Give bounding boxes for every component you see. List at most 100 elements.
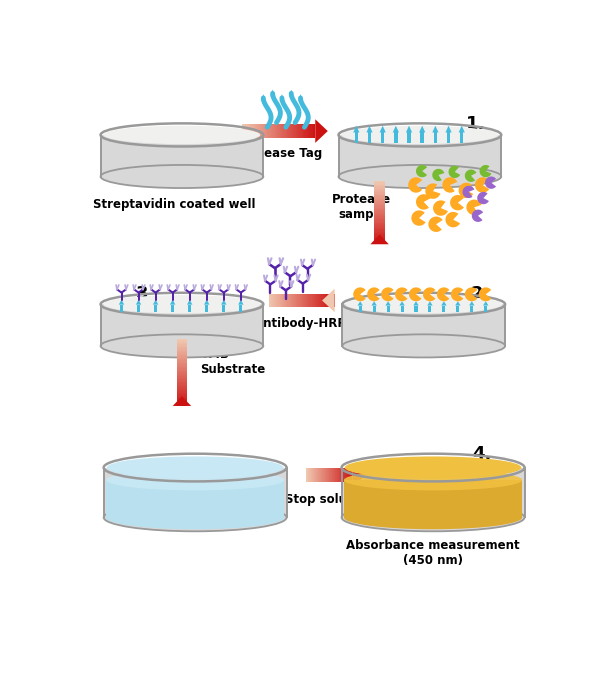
- Polygon shape: [304, 124, 305, 138]
- Polygon shape: [393, 126, 399, 133]
- Polygon shape: [322, 294, 323, 308]
- Text: Antibody-HRP: Antibody-HRP: [256, 316, 347, 330]
- Polygon shape: [374, 197, 385, 199]
- Polygon shape: [292, 294, 293, 308]
- Polygon shape: [276, 124, 277, 138]
- Polygon shape: [281, 124, 282, 138]
- Polygon shape: [275, 294, 277, 308]
- Polygon shape: [271, 294, 272, 308]
- Polygon shape: [370, 235, 389, 244]
- Polygon shape: [293, 124, 295, 138]
- Polygon shape: [374, 190, 385, 191]
- Polygon shape: [306, 469, 307, 482]
- Polygon shape: [374, 210, 385, 211]
- Polygon shape: [282, 124, 283, 138]
- Polygon shape: [296, 124, 297, 138]
- Wedge shape: [433, 200, 448, 216]
- Polygon shape: [170, 300, 175, 305]
- Polygon shape: [176, 386, 187, 387]
- Polygon shape: [413, 301, 419, 305]
- Polygon shape: [239, 305, 242, 312]
- Polygon shape: [154, 305, 157, 312]
- Polygon shape: [374, 225, 385, 226]
- Polygon shape: [483, 301, 488, 305]
- Polygon shape: [374, 204, 385, 205]
- Polygon shape: [176, 356, 187, 358]
- Polygon shape: [301, 294, 302, 308]
- Polygon shape: [325, 294, 326, 308]
- Polygon shape: [334, 294, 335, 308]
- Polygon shape: [284, 124, 286, 138]
- Polygon shape: [432, 126, 439, 133]
- Polygon shape: [322, 469, 323, 482]
- Polygon shape: [317, 294, 318, 308]
- Ellipse shape: [344, 456, 521, 479]
- Polygon shape: [205, 305, 208, 312]
- Polygon shape: [326, 469, 327, 482]
- Polygon shape: [307, 294, 308, 308]
- Wedge shape: [353, 288, 365, 301]
- Polygon shape: [299, 124, 301, 138]
- Polygon shape: [288, 124, 289, 138]
- Polygon shape: [351, 469, 352, 482]
- Polygon shape: [340, 469, 341, 482]
- Polygon shape: [407, 133, 411, 142]
- Polygon shape: [101, 135, 263, 177]
- Wedge shape: [479, 165, 491, 178]
- Wedge shape: [416, 194, 431, 210]
- Polygon shape: [374, 228, 385, 229]
- Polygon shape: [374, 208, 385, 209]
- Polygon shape: [359, 305, 362, 312]
- Polygon shape: [176, 387, 187, 389]
- Wedge shape: [437, 288, 449, 301]
- Polygon shape: [460, 133, 463, 142]
- Polygon shape: [176, 399, 187, 400]
- Polygon shape: [277, 294, 278, 308]
- Polygon shape: [176, 345, 187, 347]
- Polygon shape: [374, 237, 385, 238]
- Polygon shape: [176, 350, 187, 351]
- Polygon shape: [343, 469, 344, 482]
- Text: 4.: 4.: [472, 444, 491, 463]
- Polygon shape: [247, 124, 248, 138]
- Polygon shape: [368, 133, 371, 142]
- Polygon shape: [261, 124, 262, 138]
- Polygon shape: [374, 205, 385, 206]
- Polygon shape: [355, 133, 358, 142]
- Polygon shape: [358, 301, 363, 305]
- Polygon shape: [315, 294, 316, 308]
- Polygon shape: [119, 300, 124, 305]
- Polygon shape: [176, 342, 187, 343]
- Polygon shape: [331, 469, 332, 482]
- Ellipse shape: [107, 456, 283, 479]
- Polygon shape: [292, 124, 293, 138]
- Polygon shape: [286, 294, 287, 308]
- Polygon shape: [330, 469, 331, 482]
- Polygon shape: [309, 469, 310, 482]
- Polygon shape: [257, 124, 259, 138]
- Wedge shape: [465, 169, 476, 182]
- Wedge shape: [472, 210, 483, 222]
- Polygon shape: [373, 305, 376, 312]
- Polygon shape: [264, 124, 265, 138]
- Polygon shape: [374, 217, 385, 219]
- Polygon shape: [176, 348, 187, 350]
- Polygon shape: [374, 187, 385, 189]
- Polygon shape: [312, 469, 313, 482]
- Ellipse shape: [104, 504, 287, 531]
- Polygon shape: [176, 375, 187, 376]
- Polygon shape: [428, 305, 431, 312]
- Wedge shape: [416, 165, 427, 178]
- Polygon shape: [315, 119, 328, 143]
- Polygon shape: [327, 469, 328, 482]
- Polygon shape: [374, 219, 385, 220]
- Wedge shape: [458, 182, 473, 198]
- Polygon shape: [269, 294, 270, 308]
- Polygon shape: [341, 468, 524, 517]
- Polygon shape: [394, 133, 398, 142]
- Polygon shape: [328, 469, 329, 482]
- Wedge shape: [409, 288, 421, 301]
- Polygon shape: [303, 294, 304, 308]
- Polygon shape: [308, 124, 309, 138]
- Wedge shape: [408, 178, 422, 193]
